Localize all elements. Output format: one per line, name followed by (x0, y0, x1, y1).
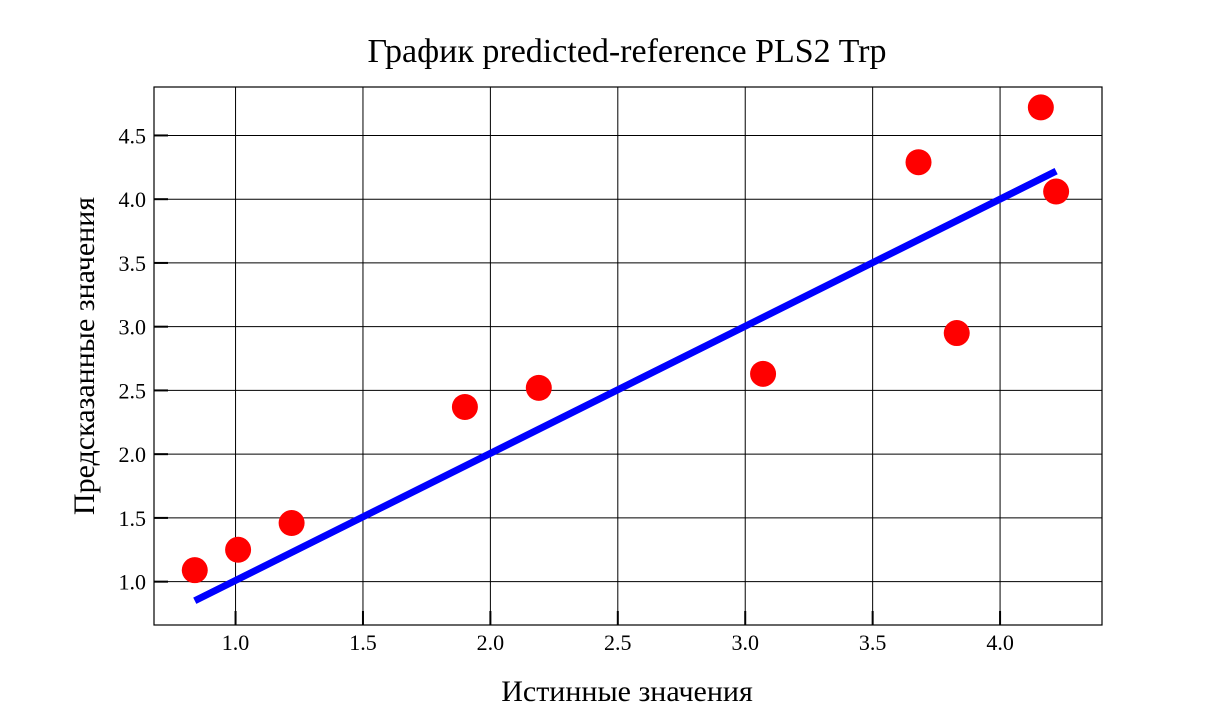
y-tick-label: 2.0 (119, 442, 147, 467)
x-tick-label: 3.0 (731, 630, 759, 655)
x-tick-label: 2.5 (604, 630, 632, 655)
data-point (750, 360, 777, 387)
data-point (943, 320, 970, 347)
y-tick-label: 2.5 (119, 378, 147, 403)
x-axis-ticks: 1.0 1.5 2.0 2.5 3.0 3.5 4.0 (222, 611, 1014, 655)
y-tick-label: 3.5 (119, 251, 147, 276)
x-axis-label: Истинные значения (501, 675, 753, 708)
x-tick-label: 1.5 (349, 630, 377, 655)
data-point (1043, 178, 1070, 205)
data-point (181, 557, 208, 584)
grid (154, 87, 1102, 625)
data-point (525, 374, 552, 401)
y-tick-label: 1.0 (119, 570, 147, 595)
data-point (1027, 94, 1054, 121)
data-point (225, 536, 252, 563)
y-tick-label: 4.0 (119, 187, 147, 212)
y-tick-label: 1.5 (119, 506, 147, 531)
chart-title: График predicted-reference PLS2 Trp (368, 33, 887, 70)
x-tick-label: 4.0 (986, 630, 1014, 655)
y-axis-label: Предсказанные значения (68, 197, 101, 515)
x-tick-label: 2.0 (477, 630, 505, 655)
y-axis-ticks: 1.0 1.5 2.0 2.5 3.0 3.5 4.0 4.5 (119, 123, 168, 595)
data-point (905, 149, 932, 176)
x-tick-label: 1.0 (222, 630, 250, 655)
y-tick-label: 3.0 (119, 315, 147, 340)
y-tick-label: 4.5 (119, 123, 147, 148)
x-tick-label: 3.5 (859, 630, 887, 655)
data-point (451, 393, 478, 420)
fit-line (193, 168, 1058, 604)
plot-frame (153, 86, 1103, 626)
data-point (278, 510, 305, 537)
data-points-layer (181, 94, 1070, 584)
fit-line-layer (193, 168, 1058, 604)
